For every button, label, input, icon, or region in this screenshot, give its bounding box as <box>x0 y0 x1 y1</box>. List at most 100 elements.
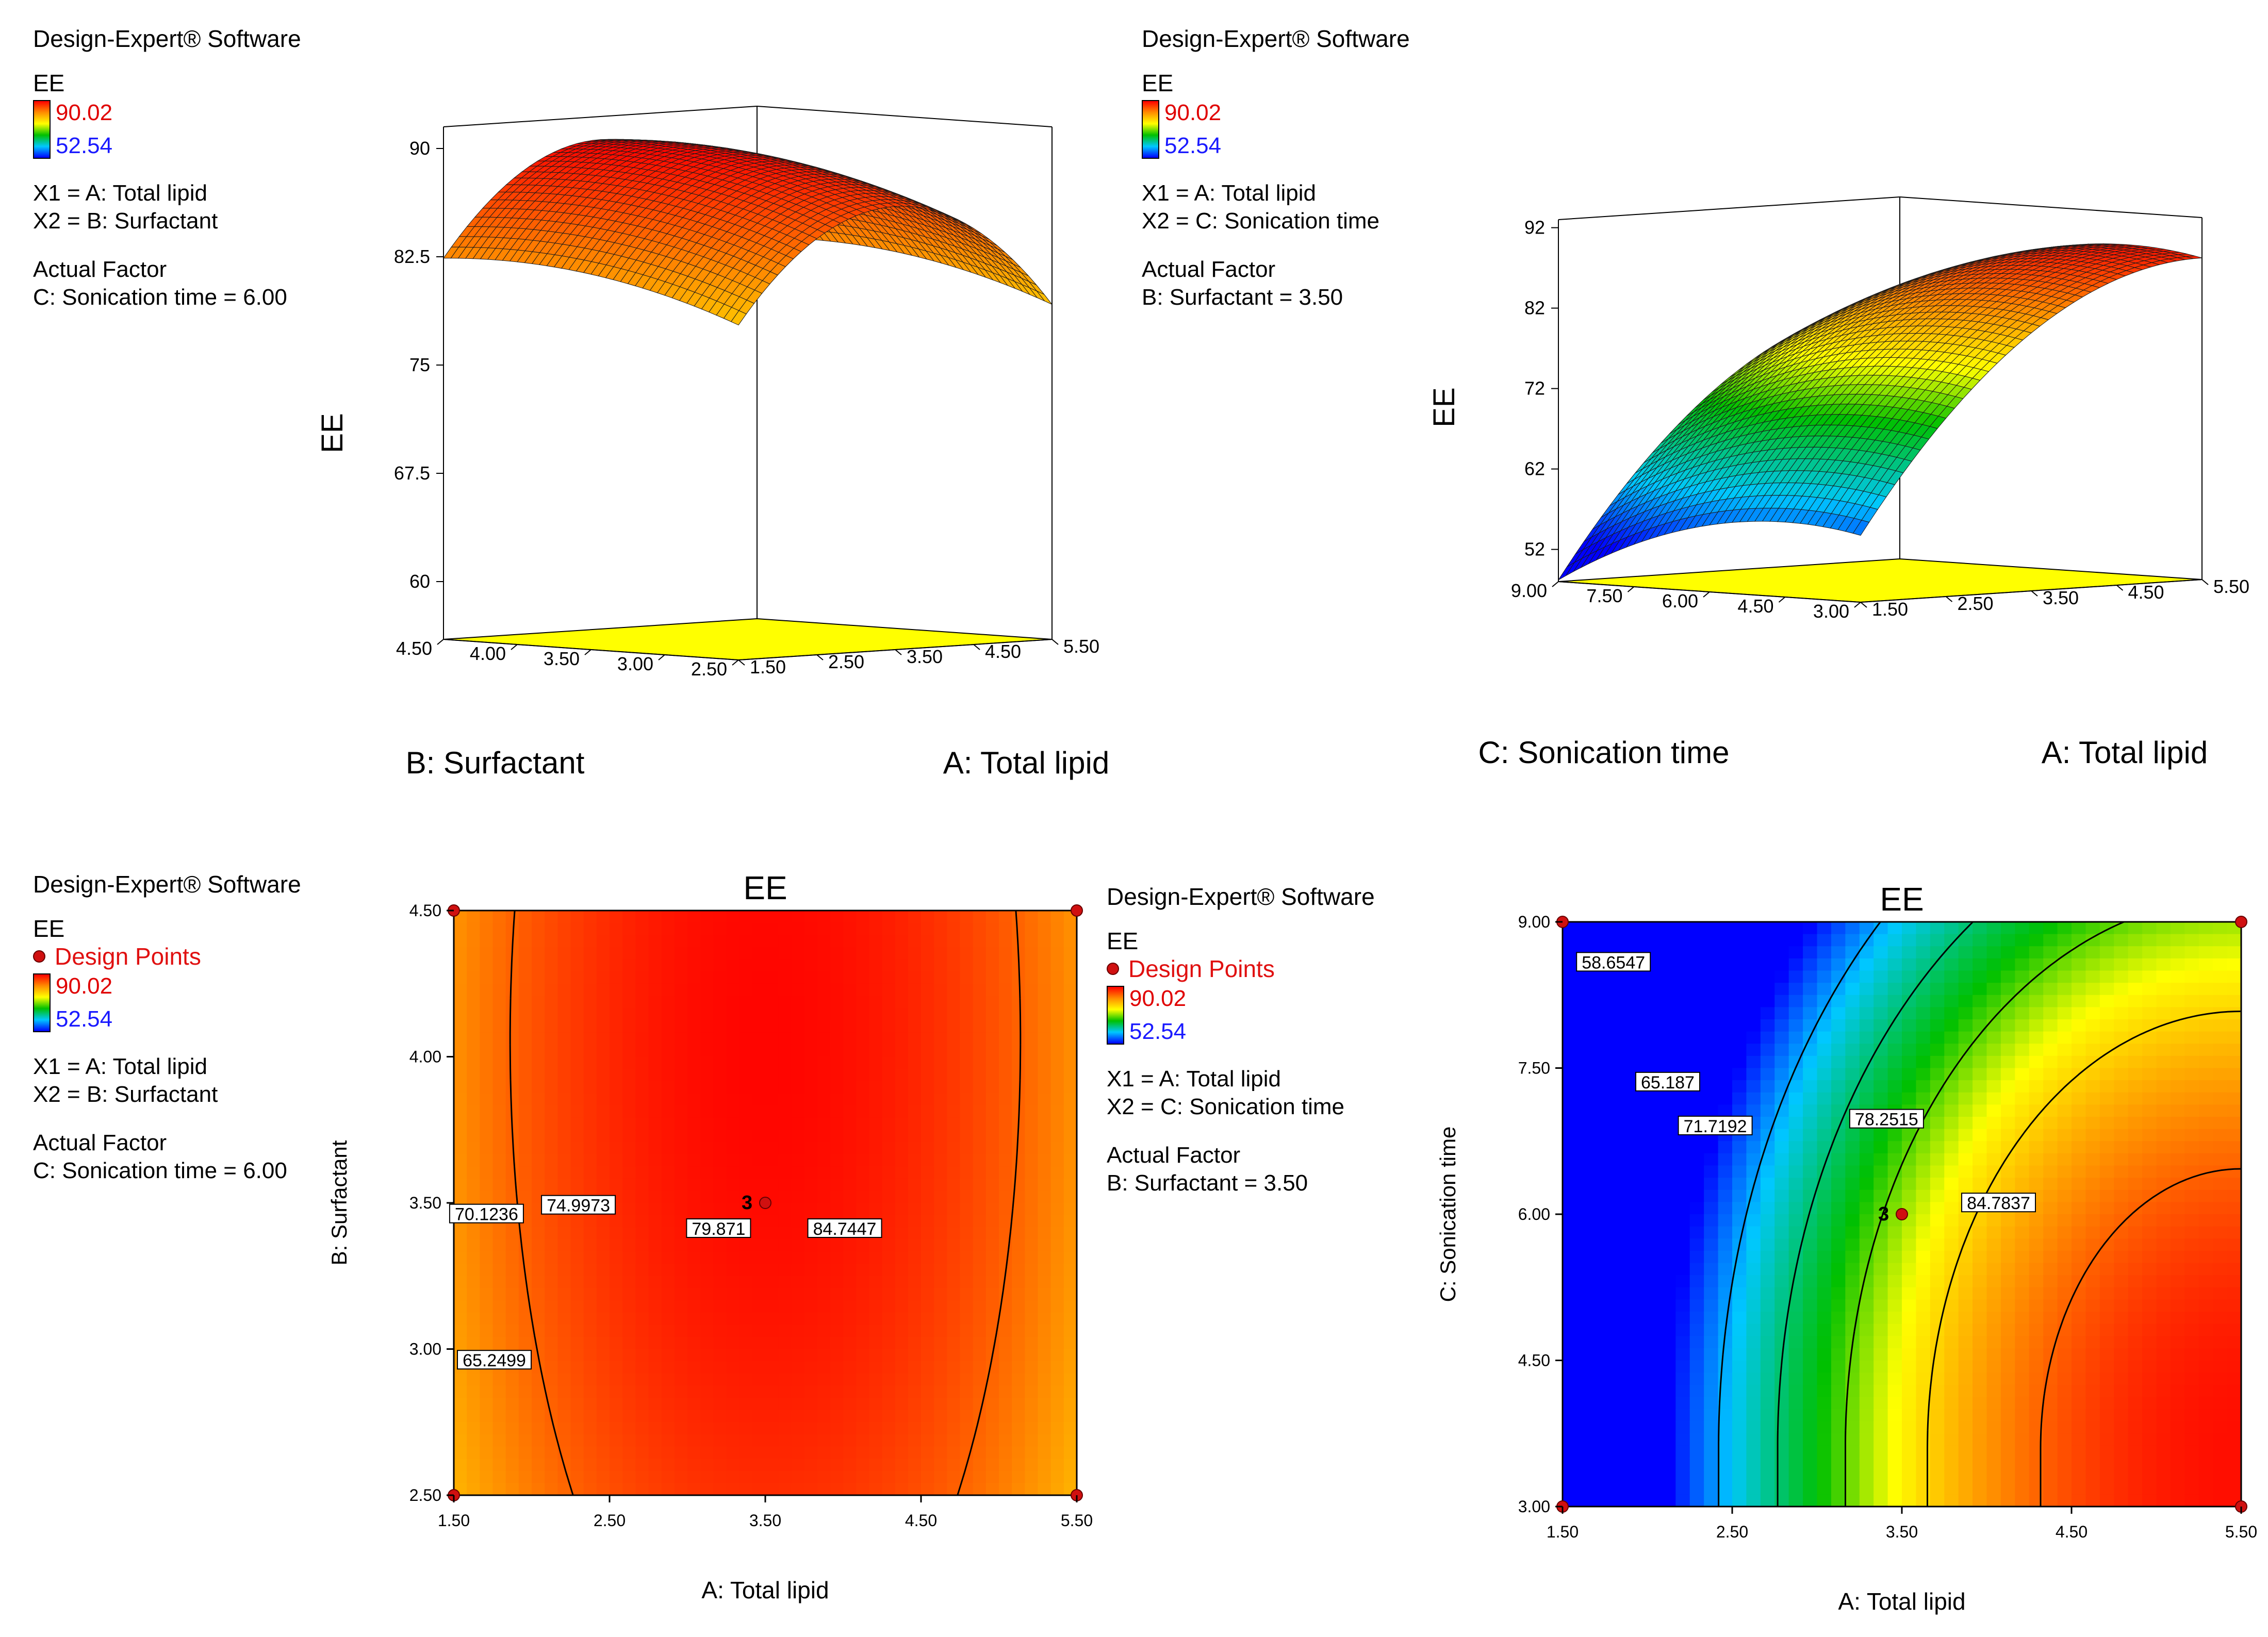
heatmap-cell <box>2015 934 2030 947</box>
heatmap-cell <box>817 1276 831 1289</box>
heatmap-cell <box>2000 1360 2016 1374</box>
heatmap-cell <box>2170 1189 2185 1203</box>
heatmap-cell <box>1050 1069 1064 1082</box>
heatmap-cell <box>765 996 779 1008</box>
heatmap-cell <box>492 1093 506 1106</box>
heatmap-cell <box>804 1361 818 1374</box>
heatmap-cell <box>778 1251 792 1265</box>
heatmap-cell <box>882 971 896 984</box>
heatmap-cell <box>765 1008 779 1021</box>
heatmap-cell <box>1873 1312 1888 1325</box>
heatmap-cell <box>1563 1031 1577 1045</box>
heatmap-cell <box>635 1020 649 1033</box>
heatmap-cell <box>2000 1250 2016 1264</box>
heatmap-cell <box>973 1093 987 1106</box>
heatmap-cell <box>843 1422 857 1435</box>
heatmap-cell <box>1025 1227 1039 1240</box>
heatmap-cell <box>908 1336 922 1350</box>
heatmap-cell <box>895 1300 909 1313</box>
heatmap-cell <box>869 1349 883 1362</box>
heatmap-cell <box>985 1105 999 1118</box>
heatmap-cell <box>1817 1080 1832 1093</box>
heatmap-cell <box>973 971 987 984</box>
heatmap-cell <box>752 1349 766 1362</box>
heatmap-cell <box>1675 1055 1690 1069</box>
heatmap-cell <box>545 1373 558 1386</box>
heatmap-cell <box>765 1336 779 1350</box>
heatmap-cell <box>934 1190 948 1203</box>
heatmap-cell <box>1873 1019 1888 1032</box>
heatmap-cell <box>1859 1226 1875 1239</box>
heatmap-cell <box>985 1251 999 1265</box>
heatmap-cell <box>1986 1214 2001 1227</box>
heatmap-cell <box>661 1373 675 1386</box>
heatmap-cell <box>1661 1117 1677 1130</box>
heatmap-cell <box>985 1276 999 1289</box>
heatmap-cell <box>804 1288 818 1301</box>
heatmap-cell <box>518 1178 532 1192</box>
heatmap-cell <box>1930 1019 1945 1032</box>
heatmap-cell <box>570 1239 584 1252</box>
heatmap-cell <box>817 1008 831 1021</box>
heatmap-cell <box>1619 1421 1634 1434</box>
heatmap-cell <box>1675 1263 1690 1276</box>
heatmap-cell <box>610 1166 623 1179</box>
heatmap-cell <box>2057 1117 2072 1130</box>
heatmap-cell <box>934 1105 948 1118</box>
heatmap-cell <box>739 1300 753 1313</box>
heatmap-cell <box>1718 1275 1733 1288</box>
heatmap-cell <box>934 1203 948 1216</box>
heatmap-cell <box>895 1105 909 1118</box>
heatmap-cell <box>973 1446 987 1460</box>
heatmap-cell <box>1038 1190 1051 1203</box>
heatmap-cell <box>1633 934 1648 947</box>
heatmap-cell <box>2072 922 2086 935</box>
heatmap-cell <box>804 1105 818 1118</box>
heatmap-cell <box>2057 970 2072 984</box>
heatmap-cell <box>817 1117 831 1131</box>
heatmap-cell <box>1647 1324 1662 1337</box>
heatmap-cell <box>713 911 727 923</box>
heatmap-cell <box>1050 1312 1064 1326</box>
heatmap-cell <box>1563 1153 1577 1166</box>
heatmap-cell <box>2128 1129 2143 1142</box>
heatmap-cell <box>1831 1226 1846 1239</box>
heatmap-cell <box>1025 1093 1039 1106</box>
heatmap-cell <box>700 1203 714 1216</box>
heatmap-cell <box>1661 1055 1677 1069</box>
heatmap-cell <box>2057 946 2072 959</box>
heatmap-cell <box>2043 970 2058 984</box>
heatmap-cell <box>674 1130 688 1143</box>
heatmap-cell <box>1012 1227 1026 1240</box>
heatmap-cell <box>518 1251 532 1265</box>
heatmap-cell <box>804 1190 818 1203</box>
heatmap-cell <box>778 1117 792 1131</box>
heatmap-cell <box>1930 1445 1945 1459</box>
heatmap-cell <box>1619 1360 1634 1374</box>
heatmap-cell <box>817 1069 831 1082</box>
heatmap-cell <box>2156 1055 2171 1069</box>
heatmap-cell <box>2000 970 2016 984</box>
heatmap-cell <box>2085 1044 2100 1056</box>
heatmap-cell <box>869 1093 883 1106</box>
heatmap-cell <box>545 1251 558 1265</box>
heatmap-cell <box>2099 1104 2115 1117</box>
heatmap-cell <box>570 1264 584 1277</box>
heatmap-cell <box>999 971 1013 984</box>
heatmap-cell <box>648 1154 662 1167</box>
heatmap-cell <box>622 1020 636 1033</box>
heatmap-cell <box>895 1239 909 1252</box>
heatmap-cell <box>1661 1178 1677 1190</box>
heatmap-cell <box>843 983 857 997</box>
heatmap-cell <box>1958 1421 1974 1434</box>
heatmap-cell <box>622 1032 636 1045</box>
heatmap-cell <box>2156 1384 2171 1398</box>
heatmap-cell <box>843 1093 857 1106</box>
heatmap-cell <box>856 1105 870 1118</box>
heatmap-cell <box>2085 1153 2100 1166</box>
heatmap-cell <box>1025 1154 1039 1167</box>
heatmap-cell <box>843 1483 857 1496</box>
heatmap-cell <box>610 1483 623 1496</box>
heatmap-cell <box>1774 946 1789 959</box>
heatmap-cell <box>2128 1299 2143 1312</box>
